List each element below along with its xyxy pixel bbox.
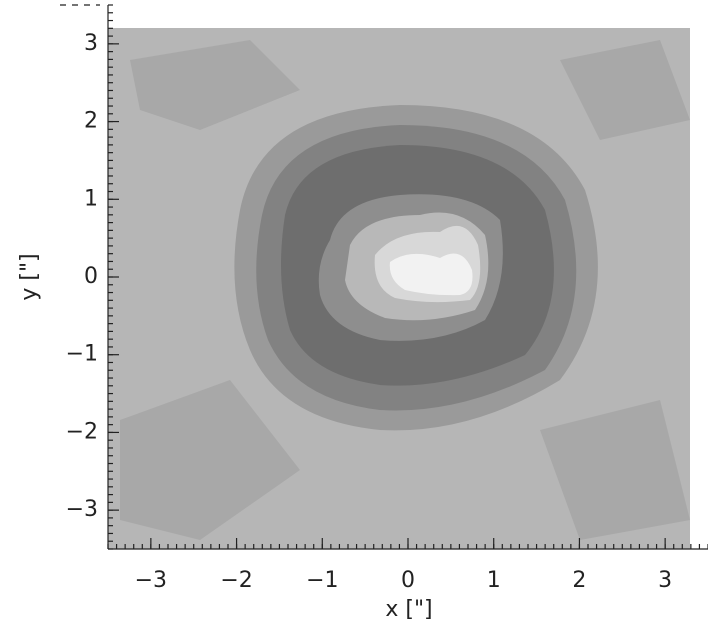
y-tick-label: −1 <box>66 342 98 367</box>
y-tick-label: 3 <box>84 31 98 56</box>
x-tick-label: 1 <box>487 568 501 593</box>
x-axis-label: x ["] <box>385 597 432 622</box>
contour-level <box>120 40 690 540</box>
x-tick-label: −1 <box>306 568 338 593</box>
contour-field <box>108 28 690 549</box>
x-tick-label: 0 <box>401 568 415 593</box>
y-tick-label: 0 <box>84 264 98 289</box>
x-tick-label: 2 <box>572 568 586 593</box>
y-tick-label: 2 <box>84 109 98 134</box>
x-tick-label: −2 <box>220 568 252 593</box>
x-tick-label: −3 <box>135 568 167 593</box>
y-tick-label: −3 <box>66 497 98 522</box>
y-tick-label: −2 <box>66 419 98 444</box>
contour-level <box>389 253 473 296</box>
x-tick-label: 3 <box>658 568 672 593</box>
y-tick-label: 1 <box>84 186 98 211</box>
y-axis-label: y ["] <box>17 253 42 300</box>
